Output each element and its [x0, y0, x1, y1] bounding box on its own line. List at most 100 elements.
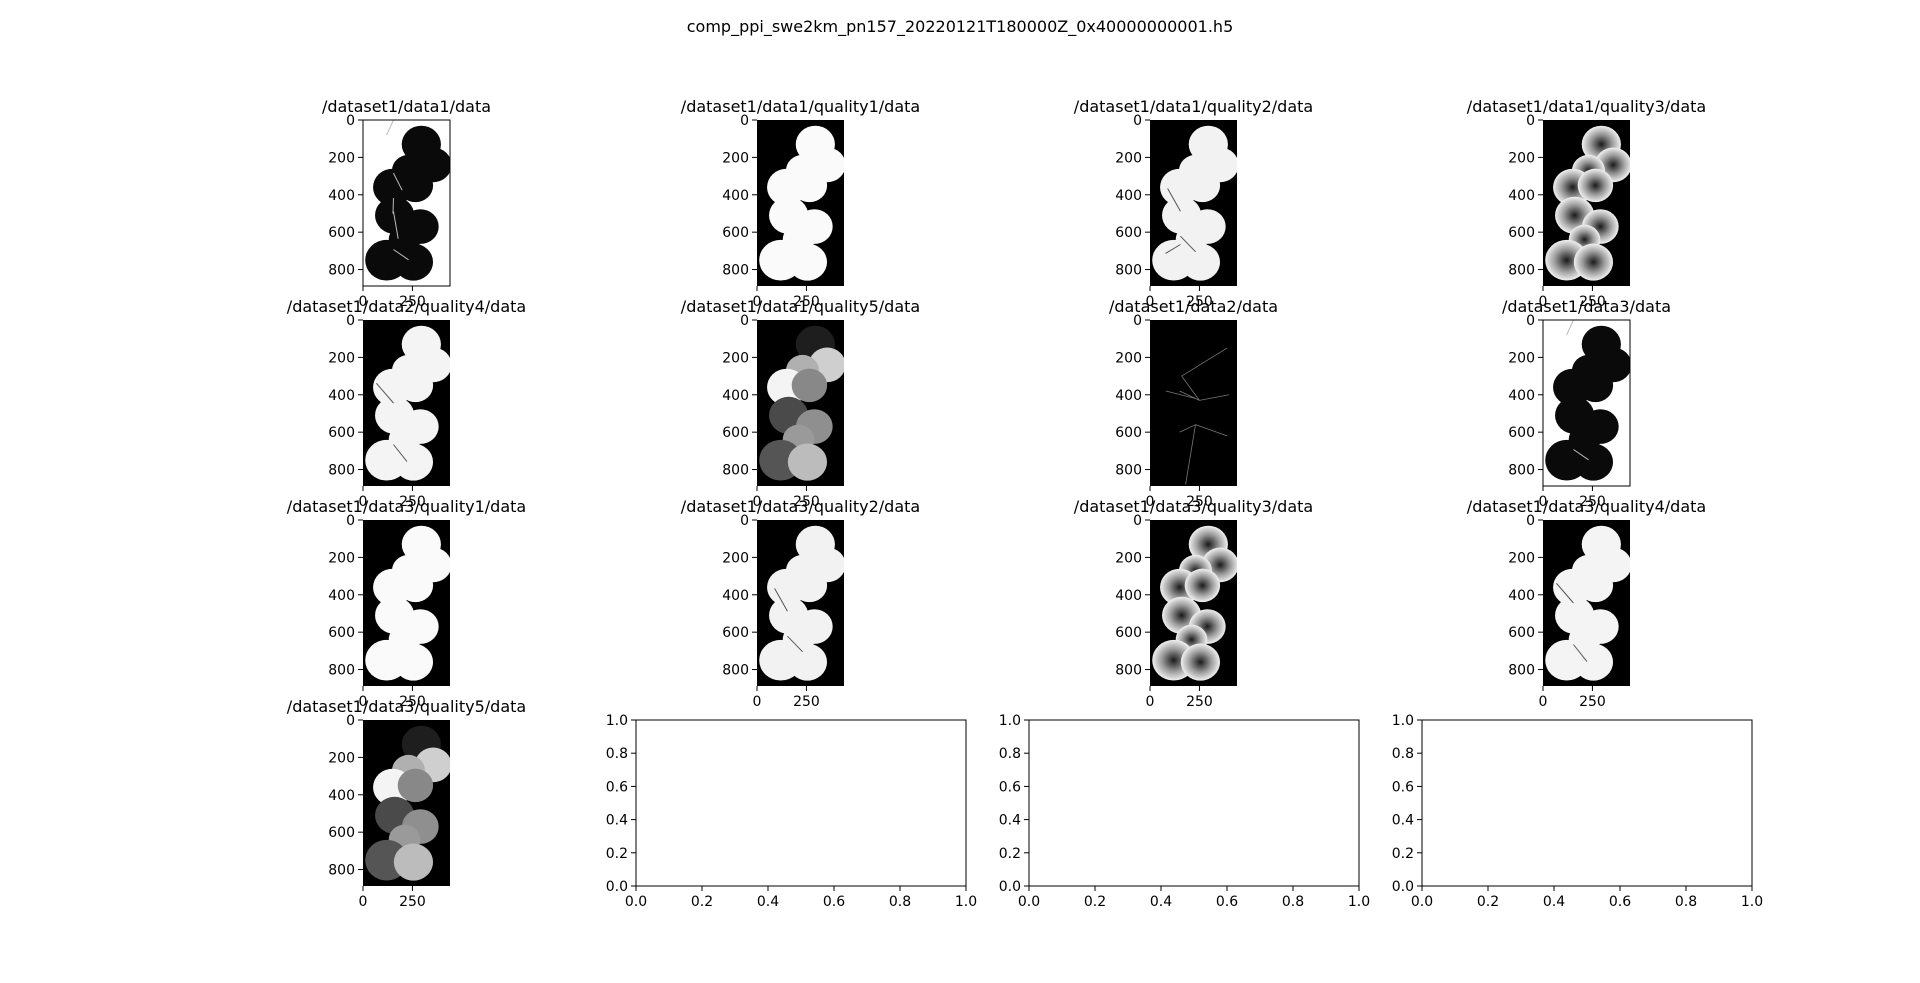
- y-tick-label: 800: [1508, 663, 1535, 679]
- edge-line: [1165, 390, 1196, 399]
- y-tick-label: 800: [328, 863, 355, 879]
- y-tick-label: 200: [1508, 550, 1535, 566]
- x-tick-label: 250: [1579, 694, 1606, 710]
- image-content: [1165, 347, 1230, 485]
- y-tick-label: 0: [1526, 313, 1535, 329]
- y-tick-label: 0.8: [1392, 746, 1414, 762]
- y-tick-label: 0.4: [606, 813, 628, 829]
- y-tick-label: 200: [328, 750, 355, 766]
- x-tick-label: 0.0: [1411, 894, 1433, 910]
- y-tick-label: 400: [722, 388, 749, 404]
- x-tick-label: 250: [399, 694, 426, 710]
- radar-coverage: [393, 443, 434, 481]
- x-tick-label: 1.0: [955, 894, 977, 910]
- x-tick-label: 0.2: [1477, 894, 1499, 910]
- image-content: [365, 325, 450, 481]
- y-tick-label: 400: [328, 188, 355, 204]
- y-tick-label: 200: [328, 350, 355, 366]
- y-tick-label: 400: [722, 588, 749, 604]
- subplot-10: /dataset1/data3/quality2/data02004006008…: [681, 497, 920, 710]
- edge-line: [1179, 390, 1200, 401]
- radar-coverage: [1573, 243, 1614, 281]
- subplot-title: /dataset1/data3/quality1/data: [287, 497, 526, 516]
- x-tick-label: 0.8: [1282, 894, 1304, 910]
- y-tick-label: 0: [1133, 513, 1142, 529]
- x-tick-label: 0.8: [1675, 894, 1697, 910]
- y-tick-label: 600: [1508, 425, 1535, 441]
- x-tick-label: 0.0: [1018, 894, 1040, 910]
- y-tick-label: 0: [346, 113, 355, 129]
- y-tick-label: 0.6: [606, 779, 628, 795]
- subplot-title: /dataset1/data3/quality4/data: [1467, 497, 1706, 516]
- subplot-14: 0.0 0.2 0.4 0.6 0.8 1.0 0.0 0.2 0.4 0.6 0.8 1.0: [606, 713, 977, 910]
- y-tick-label: 400: [1508, 388, 1535, 404]
- x-tick-label: 0: [359, 694, 368, 710]
- radar-coverage: [1573, 443, 1614, 481]
- y-tick-label: 200: [1115, 550, 1142, 566]
- y-tick-label: 200: [328, 150, 355, 166]
- y-tick-label: 1.0: [1392, 713, 1414, 729]
- sector-streak: [774, 588, 788, 612]
- x-tick-label: 0: [1539, 694, 1548, 710]
- x-tick-label: 0.8: [889, 894, 911, 910]
- radar-coverage: [1184, 168, 1221, 203]
- axes-frame: [362, 119, 451, 287]
- y-tick-label: 600: [722, 225, 749, 241]
- y-tick-label: 0.2: [1392, 846, 1414, 862]
- axes-frame: [1421, 719, 1753, 887]
- y-tick-label: 400: [1508, 588, 1535, 604]
- y-tick-label: 200: [722, 350, 749, 366]
- subplot-12: /dataset1/data3/quality4/data02004006008…: [1467, 497, 1706, 710]
- y-tick-label: 0: [1526, 113, 1535, 129]
- sector-streak: [1180, 235, 1196, 253]
- radar-coverage: [1184, 568, 1221, 603]
- subplot-title: /dataset1/data1/quality2/data: [1074, 97, 1313, 116]
- y-tick-label: 800: [1508, 463, 1535, 479]
- subplot-title: /dataset1/data3/quality3/data: [1074, 497, 1313, 516]
- subplot-title: /dataset1/data1/quality5/data: [681, 297, 920, 316]
- x-tick-label: 250: [399, 894, 426, 910]
- sector-streak: [1165, 244, 1181, 254]
- y-tick-label: 800: [722, 663, 749, 679]
- y-tick-label: 0: [346, 513, 355, 529]
- sector-streak: [1573, 644, 1588, 662]
- y-tick-label: 400: [328, 788, 355, 804]
- subplot-9: /dataset1/data3/quality1/data02004006008…: [287, 497, 526, 710]
- radar-coverage: [791, 368, 828, 403]
- y-tick-label: 1.0: [606, 713, 628, 729]
- subplot-title: /dataset1/data3/data: [1502, 297, 1671, 316]
- x-tick-label: 0.4: [1543, 894, 1565, 910]
- image-content: [759, 125, 844, 281]
- x-tick-label: 250: [793, 294, 820, 310]
- radar-coverage: [1573, 643, 1614, 681]
- subplot-title: /dataset1/data1/data: [322, 97, 491, 116]
- y-tick-label: 800: [328, 663, 355, 679]
- sector-streak: [393, 444, 408, 462]
- radar-coverage: [397, 768, 434, 803]
- x-tick-label: 0: [753, 494, 762, 510]
- x-tick-label: 0.2: [691, 894, 713, 910]
- x-tick-label: 250: [399, 294, 426, 310]
- x-tick-label: 250: [793, 494, 820, 510]
- radar-coverage: [791, 568, 828, 603]
- edge-line: [1185, 424, 1196, 485]
- y-tick-label: 0.8: [606, 746, 628, 762]
- subplot-title: /dataset1/data2/quality4/data: [287, 297, 526, 316]
- y-tick-label: 0.2: [999, 846, 1021, 862]
- radar-coverage: [787, 243, 828, 281]
- radar-coverage: [1577, 368, 1614, 403]
- y-tick-label: 0.2: [606, 846, 628, 862]
- y-tick-label: 600: [722, 425, 749, 441]
- subplot-13: /dataset1/data3/quality5/data02004006008…: [287, 697, 526, 910]
- y-tick-label: 400: [328, 588, 355, 604]
- y-tick-label: 400: [1508, 188, 1535, 204]
- y-tick-label: 0: [740, 313, 749, 329]
- figure-title: comp_ppi_swe2km_pn157_20220121T180000Z_0…: [687, 17, 1234, 37]
- image-content: [1545, 525, 1630, 681]
- edge-line: [1181, 375, 1200, 401]
- y-tick-label: 600: [1115, 425, 1142, 441]
- x-tick-label: 250: [1579, 494, 1606, 510]
- radar-coverage: [1577, 168, 1614, 203]
